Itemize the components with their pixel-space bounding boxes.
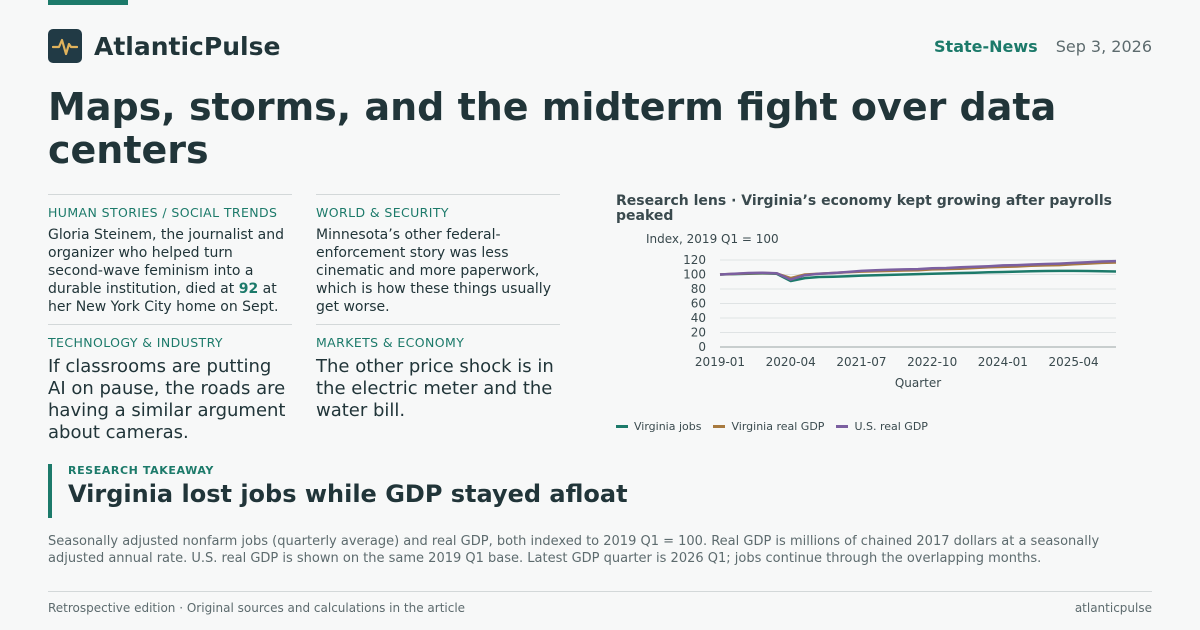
takeaway-title[interactable]: Virginia lost jobs while GDP stayed aflo… <box>68 480 628 508</box>
story-blurb[interactable]: If classrooms are putting AI on pause, t… <box>48 356 286 443</box>
story-kicker[interactable]: WORLD & SECURITY <box>316 205 449 220</box>
story-text: Gloria Steinem, the journalist and organ… <box>48 227 284 297</box>
research-takeaway: RESEARCH TAKEAWAY Virginia lost jobs whi… <box>48 464 628 518</box>
takeaway-label: RESEARCH TAKEAWAY <box>68 464 214 477</box>
legend-swatch <box>616 425 628 428</box>
legend-item-us-gdp: U.S. real GDP <box>836 420 928 433</box>
x-tick-label: 2019-01 <box>695 355 745 369</box>
site-header: AtlanticPulse State-News Sep 3, 2026 <box>48 28 1152 64</box>
story-blurb[interactable]: Gloria Steinem, the journalist and organ… <box>48 226 292 316</box>
legend-label: U.S. real GDP <box>854 420 928 433</box>
story-blurb[interactable]: Minnesota’s other federal-enforcement st… <box>316 227 551 315</box>
page-title: Maps, storms, and the midterm fight over… <box>48 85 1057 172</box>
legend-item-virginia-gdp: Virginia real GDP <box>713 420 824 433</box>
y-tick-label: 80 <box>691 282 706 296</box>
y-tick-label: 120 <box>683 253 706 267</box>
section-link[interactable]: State-News <box>934 36 1038 56</box>
legend-swatch <box>836 425 849 428</box>
y-tick-label: 40 <box>691 311 706 325</box>
methodology-note: Seasonally adjusted nonfarm jobs (quarte… <box>48 534 1100 566</box>
legend-swatch <box>713 425 726 428</box>
series-line <box>719 259 1117 281</box>
story-card-technology[interactable]: TECHNOLOGY & INDUSTRY If classrooms are … <box>48 324 292 444</box>
y-tick-label: 100 <box>683 268 706 282</box>
story-text: at her New York City home on Sept. <box>48 281 279 315</box>
x-tick-label: 2024-01 <box>978 355 1028 369</box>
legend-item-virginia-jobs: Virginia jobs <box>616 420 701 433</box>
series-line <box>719 269 1117 283</box>
story-card-world-security[interactable]: WORLD & SECURITY Minnesota’s other feder… <box>316 194 560 316</box>
legend-label: Virginia jobs <box>634 420 702 433</box>
x-axis-label: Quarter <box>895 376 941 390</box>
story-kicker[interactable]: HUMAN STORIES / SOCIAL TRENDS <box>48 205 278 220</box>
story-card-markets[interactable]: MARKETS & ECONOMY The other price shock … <box>316 324 560 422</box>
top-accent-bar <box>48 0 128 5</box>
footer: Retrospective edition · Original sources… <box>48 591 1152 615</box>
age-highlight: 92 <box>238 281 259 297</box>
story-kicker[interactable]: TECHNOLOGY & INDUSTRY <box>48 335 223 350</box>
x-tick-label: 2022-10 <box>907 355 957 369</box>
brand-logo[interactable] <box>48 29 82 63</box>
x-tick-label: 2021-07 <box>836 355 886 369</box>
story-blurb[interactable]: The other price shock is in the electric… <box>316 356 554 421</box>
chart-legend: Virginia jobs Virginia real GDP U.S. rea… <box>616 420 928 433</box>
story-kicker[interactable]: MARKETS & ECONOMY <box>316 335 465 350</box>
chart-title: Research lens · Virginia’s economy kept … <box>616 193 1112 224</box>
y-tick-label: 20 <box>691 326 706 340</box>
y-tick-label: 60 <box>691 297 706 311</box>
y-tick-label: 0 <box>698 340 706 354</box>
brand-name[interactable]: AtlanticPulse <box>94 31 281 61</box>
x-tick-label: 2025-04 <box>1049 355 1099 369</box>
chart-y-axis-label: Index, 2019 Q1 = 100 <box>646 232 779 246</box>
story-card-human-stories[interactable]: HUMAN STORIES / SOCIAL TRENDS Gloria Ste… <box>48 194 292 316</box>
footer-edition-note: Retrospective edition · Original sources… <box>48 601 466 615</box>
x-tick-label: 2020-04 <box>766 355 816 369</box>
pulse-icon <box>52 38 78 56</box>
legend-label: Virginia real GDP <box>731 420 825 433</box>
header-meta: State-News Sep 3, 2026 <box>934 37 1152 56</box>
footer-site-link[interactable]: atlanticpulse <box>1074 601 1152 615</box>
publish-date: Sep 3, 2026 <box>1055 36 1152 56</box>
